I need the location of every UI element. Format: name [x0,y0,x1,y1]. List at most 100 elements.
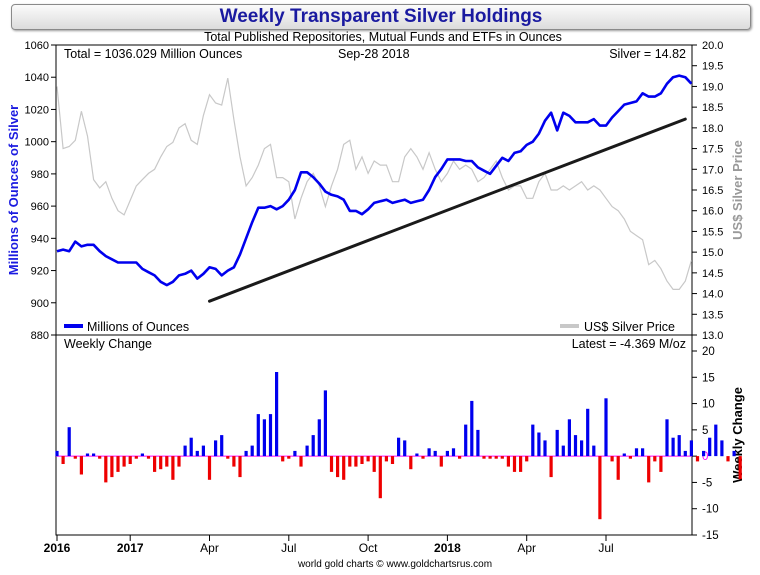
weekly-change-bar-positive [275,372,279,457]
weekly-change-bar-positive [689,440,693,457]
x-tick-label: 2017 [117,541,144,555]
y-right-tick-label: 15.5 [702,226,723,238]
weekly-change-bar-negative [122,456,126,467]
y-left-tick-label: 920 [31,266,49,278]
weekly-change-bar-positive [555,429,559,457]
weekly-change-bar-negative [73,456,77,459]
y-right-tick-label: 13.0 [702,330,723,342]
y-change-tick-label: -15 [702,530,719,542]
y-change-tick-label: 5 [702,425,708,437]
weekly-change-bar-positive [580,440,584,457]
weekly-change-bar-positive [256,414,260,457]
weekly-change-bar-positive [317,419,321,457]
y-left-tick-label: 980 [31,169,49,181]
weekly-change-bar-positive [55,450,59,457]
x-tick-label: Apr [200,541,219,555]
weekly-change-bar-positive [214,440,218,457]
weekly-change-bar-negative [342,456,346,480]
legend-price-label: US$ Silver Price [584,320,675,334]
weekly-change-bar-positive [708,437,712,457]
weekly-change-bar-positive [451,448,456,457]
weekly-change-bar-positive [683,450,687,457]
y-left-tick-label: 880 [31,330,49,342]
weekly-change-bar-negative [738,456,742,480]
weekly-change-bar-negative [488,456,492,459]
legend-holdings-label: Millions of Ounces [87,320,189,334]
weekly-change-bar-negative [336,456,340,478]
weekly-change-bar-negative [647,456,651,483]
weekly-change-bar-positive [671,437,675,457]
y-left-tick-label: 1000 [25,137,49,149]
y-right-tick-label: 14.5 [702,268,723,280]
weekly-change-bar-negative [165,456,169,467]
y-right-tick-label: 17.0 [702,164,723,176]
weekly-change-bar-negative [610,456,614,462]
y-left-tick-label: 940 [31,233,49,245]
lower-panel [55,334,693,536]
weekly-change-bar-positive [622,453,626,457]
y-left-tick-label: 960 [31,201,49,213]
weekly-change-bar-positive [732,450,736,457]
weekly-change-bar-positive [476,429,480,457]
weekly-change-bar-negative [134,456,138,459]
weekly-change-bar-positive [537,432,541,457]
weekly-change-bar-negative [128,456,132,464]
weekly-change-bar-positive [567,419,571,457]
weekly-change-bar-negative [281,456,285,462]
weekly-change-bar-positive [403,440,407,457]
weekly-change-bar-negative [366,456,370,462]
weekly-change-bar-negative [159,456,163,470]
weekly-change-bar-negative [482,456,486,459]
weekly-change-bar-negative [232,456,236,467]
y-axis-right-label: US$ Silver Price [730,140,745,240]
weekly-change-bar-negative [519,456,523,472]
weekly-change-bar-negative [238,456,242,478]
weekly-change-bar-negative [110,456,114,478]
y-right-tick-label: 19.5 [702,61,723,73]
weekly-change-bar-positive [305,445,309,457]
weekly-change-bar-positive [561,445,565,457]
weekly-change-bar-negative [549,456,553,478]
x-tick-label: 2018 [434,541,461,555]
weekly-change-bar-positive [586,408,590,457]
y-right-tick-label: 20.0 [702,40,723,52]
weekly-change-bar-positive [634,448,639,457]
y-left-tick-label: 1060 [25,40,49,52]
y-right-tick-label: 15.0 [702,247,723,259]
y-right-tick-label: 16.5 [702,185,723,197]
weekly-change-bar-positive [573,435,578,457]
weekly-change-bar-negative [116,456,120,472]
y-change-tick-label: 10 [702,399,715,411]
weekly-change-bar-positive [183,445,187,457]
y-right-tick-label: 14.0 [702,289,723,301]
weekly-change-bar-negative [146,456,151,459]
y-axis-left-label: Millions of Ounces of Silver [6,105,21,275]
y-right-tick-label: 18.5 [702,102,723,114]
weekly-change-bar-negative [329,456,334,472]
weekly-change-bar-positive [244,450,248,457]
y-right-tick-label: 13.5 [702,309,723,321]
weekly-change-bar-negative [458,456,462,459]
y-change-tick-label: 0 [702,451,708,463]
weekly-change-bar-negative [378,456,382,499]
weekly-change-bar-negative [598,456,602,520]
footer-credit: world gold charts © www.goldchartsrus.co… [297,559,492,570]
chart-title: Weekly Transparent Silver Holdings [11,4,751,30]
y-left-tick-label: 1020 [25,104,49,116]
weekly-change-bar-positive [262,419,266,457]
weekly-change-bar-positive [445,450,449,457]
weekly-change-bar-negative [494,456,498,459]
weekly-change-bar-negative [207,456,212,480]
weekly-change-bar-positive [195,450,199,457]
weekly-change-bar-positive [189,437,193,457]
weekly-change-bar-negative [390,456,395,464]
weekly-change-bar-positive [92,453,96,457]
weekly-change-bar-negative [384,456,388,462]
weekly-change-bar-negative [525,456,529,462]
weekly-change-bar-negative [360,456,364,464]
y-right-tick-label: 16.0 [702,206,723,218]
date-label: Sep-28 2018 [338,47,410,61]
weekly-change-bar-positive [531,424,535,457]
